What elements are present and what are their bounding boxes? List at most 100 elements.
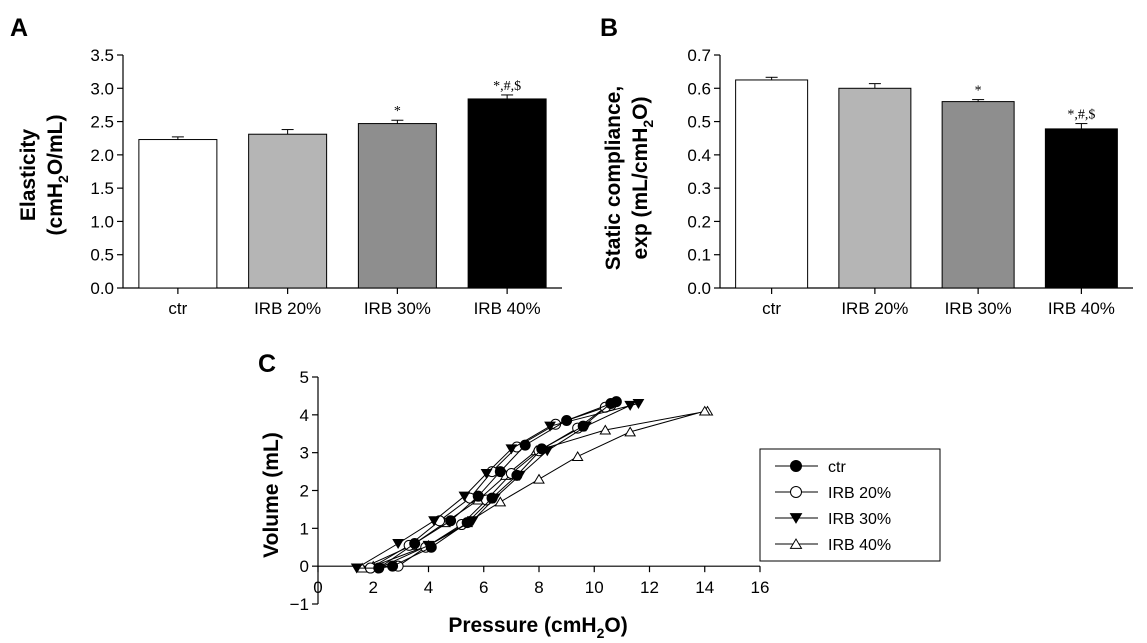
panel-c-xtick-label: 14 xyxy=(695,578,714,597)
panel-a-bar xyxy=(248,133,328,289)
panel-b-xtick-label: IRB 40% xyxy=(1048,299,1115,318)
panel-a-ytick-label: 0.0 xyxy=(90,279,114,298)
panel-a-ytick-label: 3.0 xyxy=(90,79,114,98)
data-point xyxy=(544,421,556,432)
data-point xyxy=(789,538,803,549)
panel-a-ytick-label: 2.5 xyxy=(90,113,114,132)
panel-c-ytick-label: 2 xyxy=(300,482,309,501)
panel-a-ytick-label: 2.0 xyxy=(90,146,114,165)
panel-b-xtick-label: ctr xyxy=(762,299,781,318)
data-point xyxy=(373,562,385,574)
data-point xyxy=(458,491,471,502)
panel-b-compliance-chart: B Static compliance, exp (mL/cmH2O) 0.0 0… xyxy=(600,14,1133,318)
panel-c-xtick-label: 12 xyxy=(640,578,659,597)
legend-label: ctr xyxy=(828,459,846,476)
panel-b-significance-label: *,#,$ xyxy=(1067,108,1095,123)
panel-c-ylabel: Volume (mL) xyxy=(260,432,283,558)
panel-c-ytick-label: 4 xyxy=(300,406,309,425)
data-point xyxy=(480,468,493,479)
panel-b-ytick-label: 0.3 xyxy=(687,179,711,198)
panel-b-bar xyxy=(735,79,809,289)
panel-a-bar xyxy=(357,123,437,289)
panel-b-bar xyxy=(838,87,912,289)
panel-a-significance-label: * xyxy=(394,104,401,119)
data-point xyxy=(561,415,573,427)
data-point xyxy=(461,517,473,529)
legend-box xyxy=(759,448,941,562)
panel-c-ytick-label: −1 xyxy=(290,595,309,614)
panel-c-xtick-label: 10 xyxy=(585,578,604,597)
panel-b-ytick-label: 0.2 xyxy=(687,212,711,231)
panel-b-bar xyxy=(1044,128,1118,289)
data-point xyxy=(698,405,711,416)
panel-a-ylabel-line1: Elasticity xyxy=(17,129,40,222)
panel-c-xtick-label: 6 xyxy=(479,578,488,597)
panel-b-ytick-label: 0.6 xyxy=(687,79,711,98)
legend-label: IRB 40% xyxy=(828,537,891,554)
panel-b-xtick-label: IRB 30% xyxy=(945,299,1012,318)
panel-b-ytick-label: 0.0 xyxy=(687,279,711,298)
data-point xyxy=(519,439,531,451)
series-ctr xyxy=(373,396,622,574)
panel-a-ytick-label: 1.0 xyxy=(90,212,114,231)
data-point xyxy=(624,400,637,411)
panel-a-xtick-label: IRB 30% xyxy=(364,299,431,318)
panel-c-xtick-label: 2 xyxy=(369,578,378,597)
data-point xyxy=(387,560,399,572)
panel-b-ytick-label: 0.5 xyxy=(687,113,711,132)
data-point xyxy=(505,444,518,455)
panel-c-legend: ctr IRB 20% IRB 30% IRB 40% xyxy=(759,448,941,562)
series-irb-30- xyxy=(350,398,645,574)
panel-b-xtick-label: IRB 20% xyxy=(841,299,908,318)
panel-c-xtick-label: 8 xyxy=(534,578,543,597)
panel-c-ytick-label: 5 xyxy=(300,368,309,387)
data-point xyxy=(494,466,506,478)
panel-a-ytick-label: 0.5 xyxy=(90,246,114,265)
data-point xyxy=(350,563,363,574)
data-point xyxy=(536,443,548,455)
data-point xyxy=(624,426,637,437)
panel-c-xtick-label: 4 xyxy=(424,578,433,597)
panel-a-bar xyxy=(138,139,218,289)
panel-a-ytick-label: 1.5 xyxy=(90,179,114,198)
panel-a-ylabel-line2: (cmH2O/mL) xyxy=(44,115,71,236)
panel-c-xtick-label: 0 xyxy=(313,578,322,597)
panel-b-ytick-label: 0.4 xyxy=(687,146,711,165)
legend-label: IRB 30% xyxy=(828,511,891,528)
panel-b-ylabel-line1: Static compliance, xyxy=(602,86,625,270)
panel-c-ytick-label: 3 xyxy=(300,444,309,463)
data-point xyxy=(392,538,404,549)
panel-b-significance-label: * xyxy=(975,84,982,99)
data-point xyxy=(632,398,645,409)
panel-c-ytick-label: 0 xyxy=(300,557,309,576)
data-point xyxy=(425,541,437,553)
data-point xyxy=(494,496,507,507)
panel-b-ytick-label: 0.1 xyxy=(687,246,711,265)
panel-a-xtick-label: IRB 40% xyxy=(474,299,541,318)
panel-c-xtick-label: 16 xyxy=(751,578,770,597)
panel-b-ylabel-line2: exp (mL/cmH2O) xyxy=(629,97,656,260)
data-point xyxy=(599,424,612,435)
data-point xyxy=(605,397,617,409)
panel-a-significance-label: *,#,$ xyxy=(493,79,521,94)
panel-c-letter: C xyxy=(258,350,276,378)
data-point xyxy=(472,490,484,502)
data-point xyxy=(577,420,589,432)
panel-c-ytick-label: 1 xyxy=(300,519,309,538)
panel-a-xtick-label: ctr xyxy=(168,299,187,318)
data-point xyxy=(409,537,421,549)
panel-b-bar xyxy=(941,101,1015,289)
panel-a-ytick-label: 3.5 xyxy=(90,46,114,65)
data-point xyxy=(428,516,440,527)
data-point xyxy=(445,515,457,527)
data-point xyxy=(790,460,802,472)
panel-c-xlabel: Pressure (cmH2O) xyxy=(448,614,627,641)
data-point xyxy=(789,513,803,524)
panel-c-pressure-volume-chart: C Volume (mL) Pressure (cmH2O) −10123450… xyxy=(258,350,941,641)
panel-b-letter: B xyxy=(600,14,618,42)
panel-b-ytick-label: 0.7 xyxy=(687,46,711,65)
data-point xyxy=(533,473,545,484)
data-point xyxy=(790,486,802,498)
panel-a-xtick-label: IRB 20% xyxy=(254,299,321,318)
